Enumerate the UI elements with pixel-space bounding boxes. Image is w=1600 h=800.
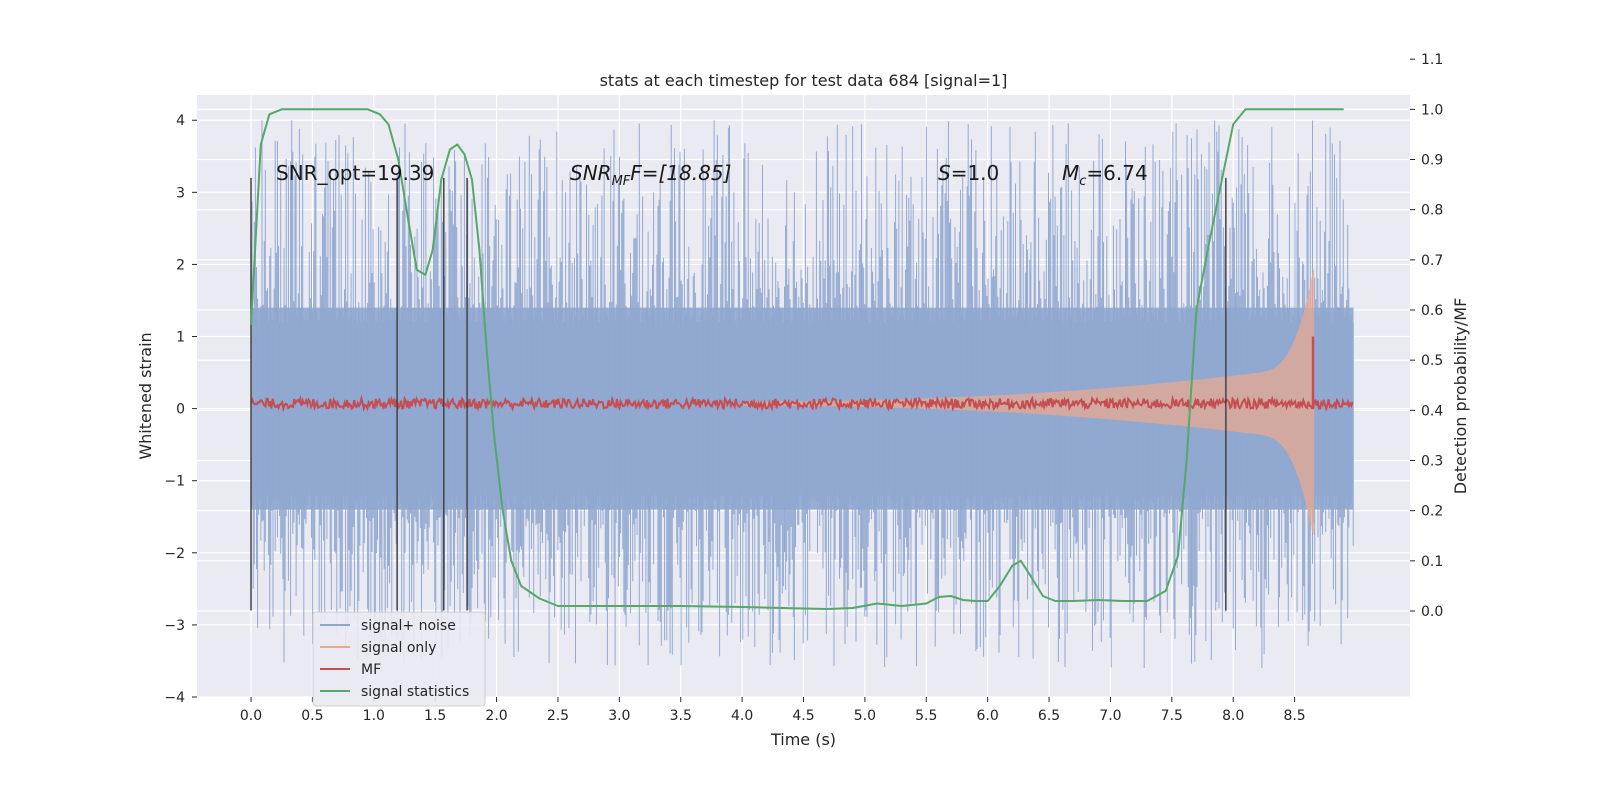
x-tick-label: 8.5 — [1283, 708, 1305, 724]
annotation-snr-mf-base: SNR — [570, 161, 612, 185]
x-tick-label: 6.5 — [1038, 708, 1060, 724]
annotation-snr-mf: SNRMFF=[18.85] — [570, 161, 731, 189]
x-tick-label: 0.5 — [301, 708, 323, 724]
annotation-mc-rest: =6.74 — [1086, 161, 1147, 185]
annotation-snr-mf-sub: MF — [612, 174, 631, 189]
legend-label: signal+ noise — [361, 618, 456, 634]
x-tick-label: 8.0 — [1222, 708, 1244, 724]
y-tick-label: 4 — [176, 113, 185, 129]
x-tick-label: 7.0 — [1099, 708, 1121, 724]
mf-line — [250, 394, 1354, 413]
x-axis-ticks: 0.0 0.5 1.0 1.5 2.0 2.5 3.0 3.5 4.0 4.5 5.0 5.5 6.0 6… — [240, 697, 1306, 724]
x-axis-label: Time (s) — [770, 730, 836, 749]
x-tick-label: 6.0 — [977, 708, 999, 724]
vertical-markers — [250, 177, 1227, 611]
y-tick-label: −1 — [164, 474, 185, 490]
y-right-axis-ticks: 1.1 1.0 0.9 0.8 0.7 0.6 0.5 0.4 0.3 0.2 0.1 0.0 — [1410, 52, 1443, 620]
y-tick-label: −2 — [164, 546, 185, 562]
x-tick-label: 2.5 — [547, 708, 569, 724]
legend-label: signal only — [361, 640, 436, 656]
y-right-tick-label: 0.7 — [1421, 253, 1443, 269]
x-tick-label: 5.0 — [854, 708, 876, 724]
annotation-mc-sub: c — [1079, 174, 1086, 189]
annotation-mc: Mc=6.74 — [1062, 161, 1148, 189]
y-tick-label: −4 — [164, 690, 185, 706]
y-tick-label: 2 — [176, 257, 185, 273]
y-right-tick-label: 0.3 — [1421, 454, 1443, 470]
mf-series — [250, 336, 1354, 413]
annotation-s: S=1.0 — [938, 161, 999, 185]
y-axis-label: Whitened strain — [136, 332, 155, 459]
x-tick-label: 4.0 — [731, 708, 753, 724]
x-tick-label: 3.5 — [670, 708, 692, 724]
y-tick-label: 0 — [176, 402, 185, 418]
y-right-tick-label: 0.1 — [1421, 554, 1443, 570]
annotation-s-rest: =1.0 — [951, 161, 1000, 185]
legend-box — [312, 611, 486, 707]
x-tick-label: 2.0 — [485, 708, 507, 724]
y-tick-label: −3 — [164, 618, 185, 634]
y-right-tick-label: 0.4 — [1421, 403, 1443, 419]
chart-title: stats at each timestep for test data 684… — [600, 71, 1008, 90]
annotation-snr-mf-rest: F=[18.85] — [630, 161, 731, 185]
legend-label: MF — [361, 662, 381, 678]
y-right-tick-label: 1.1 — [1421, 52, 1443, 68]
x-tick-label: 1.5 — [424, 708, 446, 724]
y-tick-label: 3 — [176, 185, 185, 201]
x-tick-label: 3.0 — [608, 708, 630, 724]
y-right-tick-label: 0.8 — [1421, 203, 1443, 219]
x-tick-label: 7.5 — [1161, 708, 1183, 724]
x-tick-label: 5.5 — [915, 708, 937, 724]
y-right-tick-label: 0.5 — [1421, 353, 1443, 369]
legend-label: signal statistics — [361, 684, 469, 700]
y-right-tick-label: 0.6 — [1421, 303, 1443, 319]
y-tick-label: 1 — [176, 330, 185, 346]
y-right-tick-label: 0.0 — [1421, 604, 1443, 620]
y-right-tick-label: 1.0 — [1421, 102, 1443, 118]
x-tick-label: 0.0 — [240, 708, 262, 724]
annotation-snr-opt: SNR_opt=19.39 — [276, 161, 434, 185]
y-right-tick-label: 0.9 — [1421, 153, 1443, 169]
x-tick-label: 4.5 — [792, 708, 814, 724]
x-tick-label: 1.0 — [363, 708, 385, 724]
y-right-tick-label: 0.2 — [1421, 504, 1443, 520]
signal-statistics-series — [250, 108, 1344, 610]
y-axis-ticks: 4 3 2 1 0 −1 −2 −3 −4 — [164, 113, 197, 706]
annotation-mc-base: M — [1062, 161, 1079, 185]
annotation-s-base: S — [938, 161, 951, 185]
y-right-axis-label: Detection probability/MF — [1451, 298, 1470, 495]
signal-statistics-line — [250, 108, 1344, 610]
legend: signal+ noise signal only MF signal statist… — [312, 611, 486, 707]
